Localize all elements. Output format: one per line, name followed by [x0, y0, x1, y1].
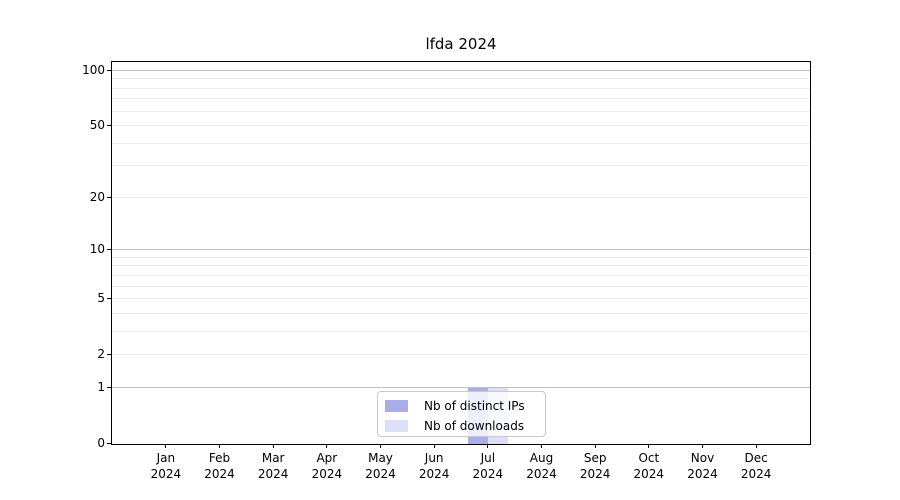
x-axis-tick: [594, 443, 596, 448]
y-axis-tick: [107, 298, 111, 300]
gridline-minor: [112, 142, 810, 144]
chart-title: lfda 2024: [425, 35, 497, 53]
x-axis-tick-label-year: 2024: [311, 467, 343, 481]
gridline-minor: [112, 165, 810, 167]
y-axis-tick-label: 2: [97, 347, 105, 362]
gridline-minor: [112, 98, 810, 100]
gridline-minor: [112, 256, 810, 258]
y-axis-tick-label: 100: [82, 62, 105, 77]
y-axis-tick: [107, 387, 111, 389]
x-axis-tick-label-month: Dec: [744, 451, 768, 465]
gridline-minor: [112, 265, 810, 267]
gridline-minor: [112, 110, 810, 112]
y-axis-tick-label: 50: [89, 118, 105, 133]
y-axis-tick: [107, 69, 111, 71]
x-axis-tick-label: Mar 2024: [245, 450, 301, 482]
gridline-minor: [112, 331, 810, 333]
legend-swatch-distinct-ips: [385, 400, 408, 412]
x-axis-tick-label: Oct 2024: [621, 450, 677, 482]
legend-entry-distinct-ips: Nb of distinct IPs: [385, 397, 538, 415]
x-axis-tick-label: Jul 2024: [460, 450, 516, 482]
y-axis-tick-label: 1: [97, 380, 105, 395]
x-axis-tick-label-year: 2024: [204, 467, 235, 481]
x-axis-tick-label-year: 2024: [579, 467, 611, 481]
x-axis-tick-label-year: 2024: [150, 467, 182, 481]
gridline-major: [112, 69, 810, 71]
gridline-major: [112, 249, 810, 251]
x-axis-tick-label-month: May: [368, 451, 393, 465]
y-axis-tick: [107, 196, 111, 198]
y-axis-tick: [107, 443, 111, 445]
gridline-minor: [112, 313, 810, 315]
x-axis-tick-label: Apr 2024: [299, 450, 355, 482]
x-axis-tick-label: Aug 2024: [513, 450, 569, 482]
x-axis-tick: [326, 443, 328, 448]
gridline-minor: [112, 285, 810, 287]
legend-label-distinct-ips: Nb of distinct IPs: [424, 399, 525, 413]
x-axis-tick: [379, 443, 382, 448]
x-axis-tick-label: Nov 2024: [674, 450, 730, 482]
y-axis-tick-label: 20: [89, 189, 105, 204]
x-axis-tick-label-year: 2024: [418, 467, 450, 481]
gridline-minor: [112, 196, 810, 198]
x-axis-tick: [487, 443, 489, 448]
gridline-minor: [112, 87, 810, 89]
y-axis-tick-label: 10: [89, 242, 105, 257]
y-axis-tick: [107, 354, 111, 356]
x-axis-tick-label-month: Apr: [316, 451, 338, 465]
x-axis-tick-label: Jan 2024: [138, 450, 194, 482]
x-axis-tick-label-year: 2024: [365, 467, 396, 481]
x-axis-tick: [433, 443, 435, 448]
x-axis-tick-label-month: Jul: [480, 451, 496, 465]
legend-label-downloads: Nb of downloads: [424, 419, 525, 433]
x-axis-tick-label-month: Nov: [690, 451, 715, 465]
y-axis-tick-label: 0: [97, 436, 105, 451]
x-axis-tick-label-month: Mar: [261, 451, 285, 465]
x-axis-tick-label-month: Feb: [208, 451, 231, 465]
x-axis-tick-label-month: Sep: [583, 451, 607, 465]
x-axis-tick-label-year: 2024: [526, 467, 557, 481]
x-axis-tick: [701, 443, 704, 448]
gridline-major: [112, 387, 810, 389]
x-axis-tick-label: Dec 2024: [728, 450, 784, 482]
gridline-minor: [112, 125, 810, 127]
x-axis-tick-label-year: 2024: [472, 467, 504, 481]
x-axis-tick-label: Sep 2024: [567, 450, 623, 482]
x-axis-tick: [648, 443, 650, 448]
x-axis-tick-label: Jun 2024: [406, 450, 462, 482]
x-axis-tick-label-year: 2024: [633, 467, 665, 481]
legend: Nb of distinct IPs Nb of downloads: [377, 391, 546, 437]
gridline-minor: [112, 78, 810, 80]
x-axis-tick-label-year: 2024: [257, 467, 289, 481]
x-axis-tick-label: Feb 2024: [192, 450, 248, 482]
x-axis-tick-label-month: Aug: [529, 451, 554, 465]
y-axis-tick-label: 5: [97, 291, 105, 306]
legend-swatch-downloads: [385, 420, 408, 432]
y-axis-tick: [107, 124, 111, 127]
legend-entry-downloads: Nb of downloads: [385, 417, 538, 435]
x-axis-tick: [272, 443, 274, 448]
x-axis-tick-label-month: Jun: [424, 451, 444, 465]
x-axis-tick: [755, 443, 757, 448]
x-axis-tick-label-month: Oct: [638, 451, 660, 465]
y-axis-tick: [107, 249, 111, 251]
x-axis-tick: [540, 443, 543, 448]
gridline-minor: [112, 275, 810, 276]
x-axis-tick: [218, 443, 221, 448]
gridline-minor: [112, 354, 810, 356]
x-axis-tick-label-year: 2024: [687, 467, 718, 481]
gridline-minor: [112, 298, 810, 300]
x-axis-tick: [165, 443, 167, 448]
x-axis-tick-label-year: 2024: [740, 467, 772, 481]
x-axis-tick-label-month: Jan: [156, 451, 176, 465]
x-axis-tick-label: May 2024: [353, 450, 409, 482]
